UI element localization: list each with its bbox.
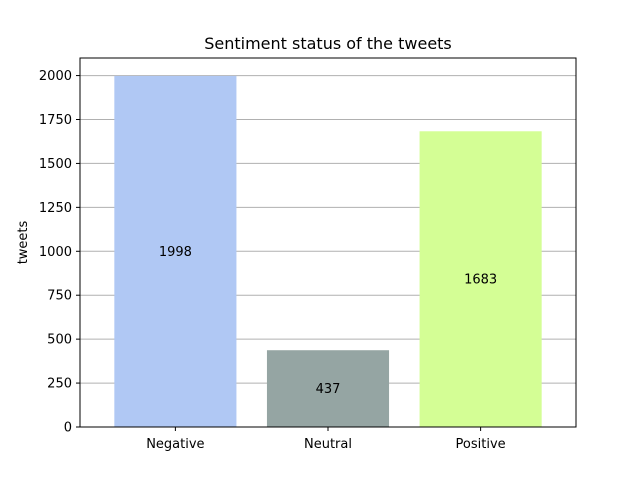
bar-negative bbox=[114, 75, 237, 428]
data-label-neutral: 437 bbox=[316, 382, 341, 397]
x-tick-label-positive: Positive bbox=[456, 437, 506, 452]
y-tick-label: 0 bbox=[64, 421, 72, 436]
data-label-positive: 1683 bbox=[464, 273, 497, 288]
bar-neutral bbox=[266, 350, 390, 427]
bars bbox=[114, 75, 542, 428]
y-tick-label: 1250 bbox=[39, 201, 72, 216]
chart-title: Sentiment status of the tweets bbox=[204, 34, 452, 53]
x-axis: Negative Neutral Positive bbox=[146, 427, 506, 452]
data-label-negative: 1998 bbox=[159, 245, 192, 260]
x-tick-label-negative: Negative bbox=[146, 437, 204, 452]
y-tick-label: 750 bbox=[47, 289, 72, 304]
y-tick-label: 1750 bbox=[39, 113, 72, 128]
y-tick-label: 2000 bbox=[39, 69, 72, 84]
bar-positive bbox=[419, 131, 542, 427]
y-axis: 0 250 500 750 1000 1250 1500 1750 2000 bbox=[39, 69, 80, 436]
x-tick-label-neutral: Neutral bbox=[304, 437, 352, 452]
data-labels: 1998 437 1683 bbox=[159, 245, 497, 397]
y-tick-label: 250 bbox=[47, 377, 72, 392]
y-tick-label: 500 bbox=[47, 333, 72, 348]
y-tick-label: 1000 bbox=[39, 245, 72, 260]
y-tick-label: 1500 bbox=[39, 157, 72, 172]
y-axis-label: tweets bbox=[16, 220, 31, 264]
